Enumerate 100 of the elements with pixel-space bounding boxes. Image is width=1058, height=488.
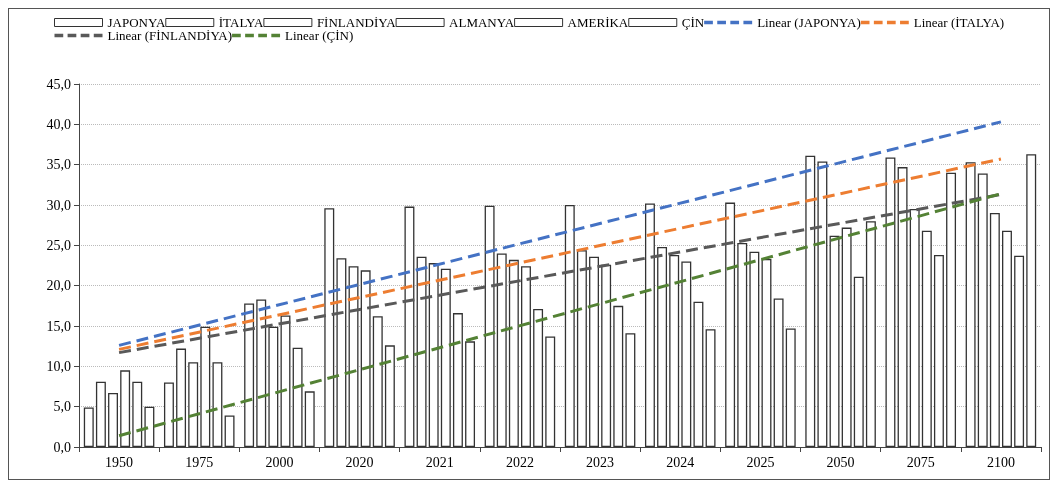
legend-label: Linear (JAPONYA) (757, 15, 861, 30)
y-tick-label: 20,0 (46, 278, 71, 294)
bar (440, 268, 451, 447)
bar (909, 209, 920, 447)
y-tick-label: 25,0 (46, 237, 71, 253)
bar (256, 299, 267, 447)
bar (737, 242, 748, 447)
bar (601, 264, 612, 447)
bar (805, 155, 816, 447)
legend-label: İTALYA (218, 15, 264, 30)
bar (693, 301, 704, 447)
bar (644, 203, 655, 447)
bar (292, 347, 303, 447)
bar (360, 270, 371, 447)
bar (404, 206, 415, 447)
bar (657, 246, 668, 447)
bar (725, 202, 736, 447)
bar (589, 256, 599, 447)
bar (120, 370, 131, 447)
bar (95, 381, 106, 447)
bar (865, 221, 876, 447)
bar (336, 258, 347, 447)
bar (1014, 255, 1025, 447)
y-tick-label: 45,0 (46, 76, 71, 92)
bar (853, 276, 864, 447)
y-tick-label: 40,0 (46, 116, 71, 132)
y-tick-label: 15,0 (46, 318, 71, 334)
bar (452, 313, 463, 447)
legend-label: ÇİN (681, 15, 705, 30)
bar (933, 255, 944, 447)
x-tick-label: 2023 (586, 454, 615, 470)
x-tick-label: 2075 (906, 454, 935, 470)
bar (188, 362, 199, 447)
y-tick-label: 35,0 (46, 157, 71, 173)
bar (83, 407, 94, 447)
x-tick-label: 2000 (265, 454, 294, 470)
x-tick-label: 2100 (986, 454, 1015, 470)
bar (304, 391, 315, 447)
y-tick-label: 5,0 (53, 399, 71, 415)
bar (885, 157, 896, 447)
y-tick-label: 30,0 (46, 197, 71, 213)
bar (533, 309, 544, 447)
x-tick-label: 2024 (666, 454, 695, 470)
legend-label: FİNLANDİYA (316, 15, 397, 30)
bar (224, 415, 235, 447)
x-tick-label: 2050 (826, 454, 855, 470)
bar (989, 213, 1000, 447)
legend-label: ALMANYA (449, 15, 515, 30)
bar (163, 382, 174, 447)
bar (545, 336, 556, 447)
legend-label: Linear (FİNLANDİYA) (107, 28, 233, 43)
bar (761, 259, 772, 447)
bar (484, 205, 495, 447)
bar (521, 266, 531, 447)
x-tick-label: 2020 (345, 454, 374, 470)
bar (613, 305, 624, 447)
bar (244, 303, 255, 447)
x-tick-label: 2021 (425, 454, 454, 470)
bar (681, 261, 692, 447)
bar (785, 328, 796, 447)
bar (977, 173, 988, 447)
bar (564, 205, 575, 447)
bar (144, 406, 155, 447)
bar (108, 392, 118, 447)
x-tick-label: 1950 (105, 454, 134, 470)
bar (817, 161, 828, 447)
bar (897, 167, 908, 447)
y-tick-label: 10,0 (46, 358, 71, 374)
bar (841, 227, 852, 447)
bar (508, 259, 519, 447)
bar (921, 230, 932, 447)
bar (372, 316, 383, 447)
bar (749, 251, 760, 447)
bar (946, 172, 957, 447)
bar (465, 341, 476, 447)
bar (132, 381, 143, 447)
bar (669, 255, 680, 447)
bar (1026, 154, 1037, 447)
bar (576, 250, 587, 447)
bar (268, 326, 279, 447)
legend-label: Linear (İTALYA) (913, 15, 1005, 30)
bar (965, 162, 976, 447)
bar (1002, 230, 1012, 447)
x-tick-label: 2025 (746, 454, 775, 470)
bar (176, 348, 187, 447)
legend-label: AMERİKA (567, 15, 629, 30)
bar (705, 329, 716, 447)
bar (625, 333, 636, 447)
bar (200, 326, 211, 447)
bar (773, 298, 784, 447)
legend-label: Linear (ÇİN) (285, 28, 354, 43)
bar (428, 263, 439, 447)
bar (384, 345, 395, 447)
legend-label: JAPONYA (107, 15, 166, 30)
bar (416, 256, 427, 447)
y-tick-label: 0,0 (53, 439, 71, 455)
bar (496, 253, 507, 447)
x-tick-label: 1975 (185, 454, 214, 470)
bar (212, 362, 223, 447)
bar (324, 208, 335, 447)
